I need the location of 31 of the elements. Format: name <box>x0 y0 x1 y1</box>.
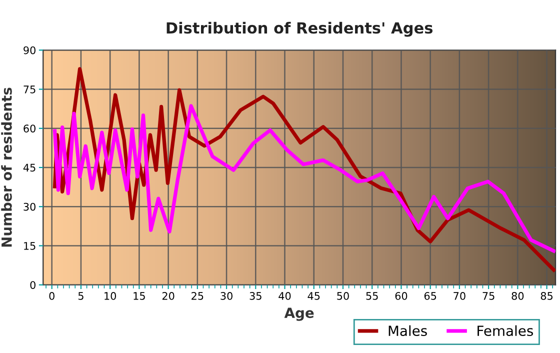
legend-label: Females <box>478 325 533 336</box>
x-tick-label: 55 <box>366 292 378 300</box>
x-tick-label: 5 <box>78 292 84 300</box>
y-tick-label: 45 <box>23 164 36 172</box>
x-tick-label: 75 <box>482 292 494 300</box>
x-tick-label: 30 <box>220 292 232 300</box>
legend-label: Males <box>388 325 427 336</box>
x-tick-label: 60 <box>395 292 408 300</box>
x-tick-label: 20 <box>162 292 174 300</box>
x-tick-label: 35 <box>250 292 262 300</box>
x-tick-label: 65 <box>424 292 436 300</box>
x-tick-label: 85 <box>540 292 553 300</box>
line-series <box>52 104 556 253</box>
y-tick-label: 0 <box>30 281 36 289</box>
x-tick-label: 10 <box>104 292 116 300</box>
y-tick-label: 30 <box>24 202 36 211</box>
x-tick-label: 40 <box>278 292 291 300</box>
x-tick-label: 15 <box>134 292 145 300</box>
y-axis-title: Number of residents <box>1 88 12 247</box>
x-tick-label: 25 <box>192 292 204 300</box>
x-axis-title: Age <box>284 308 314 321</box>
y-tick-label: 90 <box>24 46 36 54</box>
y-tick-label: 60 <box>24 124 36 132</box>
x-tick-label: 70 <box>454 292 466 300</box>
x-tick-label: 50 <box>337 292 349 300</box>
y-tick-label: 75 <box>24 86 36 94</box>
x-tick-label: 0 <box>49 292 54 300</box>
y-tick-label: 15 <box>24 242 36 250</box>
chart-title: Distribution of Residents' Ages <box>166 22 433 37</box>
x-tick-label: 80 <box>512 292 524 300</box>
x-tick-label: 45 <box>308 292 320 300</box>
